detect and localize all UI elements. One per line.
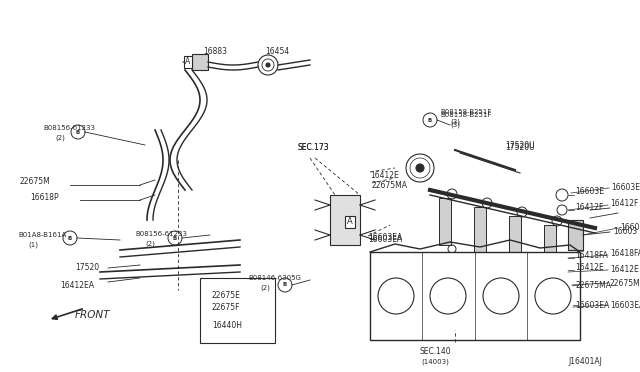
Text: 16412EA: 16412EA — [60, 280, 94, 289]
Text: B: B — [76, 129, 80, 135]
FancyBboxPatch shape — [370, 252, 580, 340]
Text: A: A — [347, 218, 353, 227]
Text: (14003): (14003) — [421, 359, 449, 365]
Text: A: A — [186, 58, 191, 67]
Text: 16603EA: 16603EA — [368, 232, 403, 241]
Text: 17520: 17520 — [75, 263, 99, 273]
Text: B: B — [68, 235, 72, 241]
Text: 16603EA: 16603EA — [610, 301, 640, 310]
Text: 16603E: 16603E — [575, 187, 604, 196]
Text: 16618P: 16618P — [30, 193, 59, 202]
FancyBboxPatch shape — [192, 54, 208, 70]
Text: B: B — [283, 282, 287, 288]
Text: 16883: 16883 — [203, 48, 227, 57]
Text: SEC.173: SEC.173 — [298, 144, 330, 153]
Circle shape — [266, 63, 270, 67]
Text: 22675MA: 22675MA — [610, 279, 640, 288]
Text: 16418FA: 16418FA — [575, 251, 608, 260]
FancyBboxPatch shape — [544, 225, 556, 272]
Ellipse shape — [552, 293, 572, 317]
Text: (3): (3) — [450, 122, 460, 128]
Text: B08156-61233: B08156-61233 — [135, 231, 187, 237]
Text: 16412E: 16412E — [575, 263, 604, 273]
Text: B: B — [428, 118, 432, 122]
FancyBboxPatch shape — [330, 195, 360, 245]
Text: 16440H: 16440H — [212, 321, 242, 330]
Text: 16412F: 16412F — [610, 199, 638, 208]
Text: 22675E: 22675E — [212, 291, 241, 299]
Text: B: B — [173, 235, 177, 241]
Text: (2): (2) — [260, 285, 270, 291]
Text: 22675MA: 22675MA — [575, 280, 611, 289]
Text: 16412E: 16412E — [370, 170, 399, 180]
Text: 17520U: 17520U — [505, 144, 534, 153]
Text: 22675MA: 22675MA — [372, 180, 408, 189]
Ellipse shape — [553, 275, 571, 295]
Text: FRONT: FRONT — [75, 310, 111, 320]
Text: B01A8-B161A: B01A8-B161A — [18, 232, 67, 238]
Text: B08158-B251F: B08158-B251F — [440, 109, 492, 115]
Bar — [200, 278, 275, 343]
Text: SEC.173: SEC.173 — [298, 144, 330, 153]
Text: 22675F: 22675F — [212, 304, 241, 312]
Text: 17520U: 17520U — [505, 141, 534, 150]
Text: (3): (3) — [450, 119, 460, 125]
Text: B08146-6305G: B08146-6305G — [248, 275, 301, 281]
Text: SEC.140: SEC.140 — [419, 347, 451, 356]
Text: 16412E: 16412E — [610, 264, 639, 273]
Text: (1): (1) — [28, 242, 38, 248]
Text: 16454: 16454 — [265, 48, 289, 57]
Text: B08156-61233: B08156-61233 — [43, 125, 95, 131]
Text: 16603: 16603 — [620, 224, 640, 232]
Text: 16603EA: 16603EA — [368, 235, 403, 244]
Text: 16603: 16603 — [613, 228, 637, 237]
Text: 16418FA: 16418FA — [610, 250, 640, 259]
Text: B08158-B251F: B08158-B251F — [440, 112, 492, 118]
Text: J16401AJ: J16401AJ — [568, 357, 602, 366]
FancyBboxPatch shape — [509, 216, 521, 263]
Text: (2): (2) — [55, 135, 65, 141]
Text: 22675M: 22675M — [20, 177, 51, 186]
Text: 16603EA: 16603EA — [575, 301, 609, 310]
Circle shape — [416, 164, 424, 172]
Text: 16412F: 16412F — [575, 203, 604, 212]
Text: (2): (2) — [145, 241, 155, 247]
Text: 16603E: 16603E — [611, 183, 640, 192]
FancyBboxPatch shape — [474, 207, 486, 255]
FancyBboxPatch shape — [568, 220, 583, 250]
FancyBboxPatch shape — [439, 198, 451, 245]
